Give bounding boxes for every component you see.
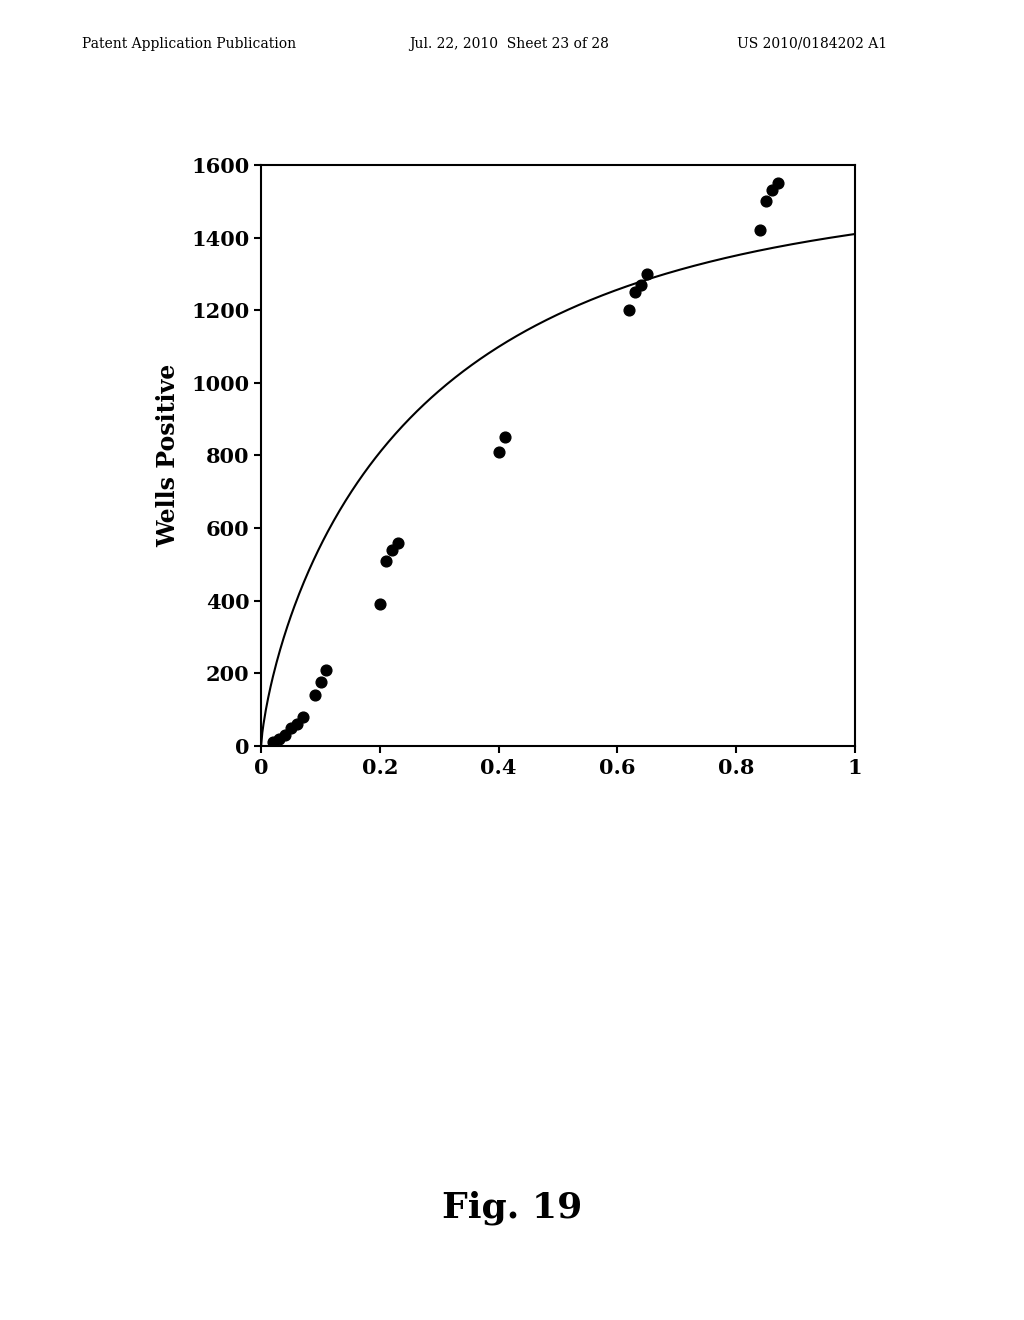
Point xyxy=(312,672,329,693)
Point xyxy=(764,180,780,201)
Text: Jul. 22, 2010  Sheet 23 of 28: Jul. 22, 2010 Sheet 23 of 28 xyxy=(410,37,609,51)
Point xyxy=(318,659,335,680)
Point xyxy=(306,684,323,705)
Point xyxy=(490,441,507,462)
Text: Patent Application Publication: Patent Application Publication xyxy=(82,37,296,51)
Point xyxy=(622,300,638,321)
Point xyxy=(770,173,786,194)
Text: Fig. 19: Fig. 19 xyxy=(442,1191,582,1225)
Point xyxy=(276,725,293,746)
Point xyxy=(758,190,774,211)
Point xyxy=(378,550,394,572)
Point xyxy=(289,713,305,734)
Text: US 2010/0184202 A1: US 2010/0184202 A1 xyxy=(737,37,888,51)
Point xyxy=(639,264,655,285)
Point xyxy=(627,281,643,302)
Point xyxy=(389,532,406,553)
Point xyxy=(752,219,768,240)
Point xyxy=(283,717,299,738)
Y-axis label: Wells Positive: Wells Positive xyxy=(156,364,180,546)
Point xyxy=(265,731,282,752)
Point xyxy=(384,539,400,560)
Point xyxy=(270,729,287,750)
Point xyxy=(372,594,388,615)
Point xyxy=(633,275,649,296)
Point xyxy=(295,706,311,727)
Point xyxy=(497,426,513,447)
